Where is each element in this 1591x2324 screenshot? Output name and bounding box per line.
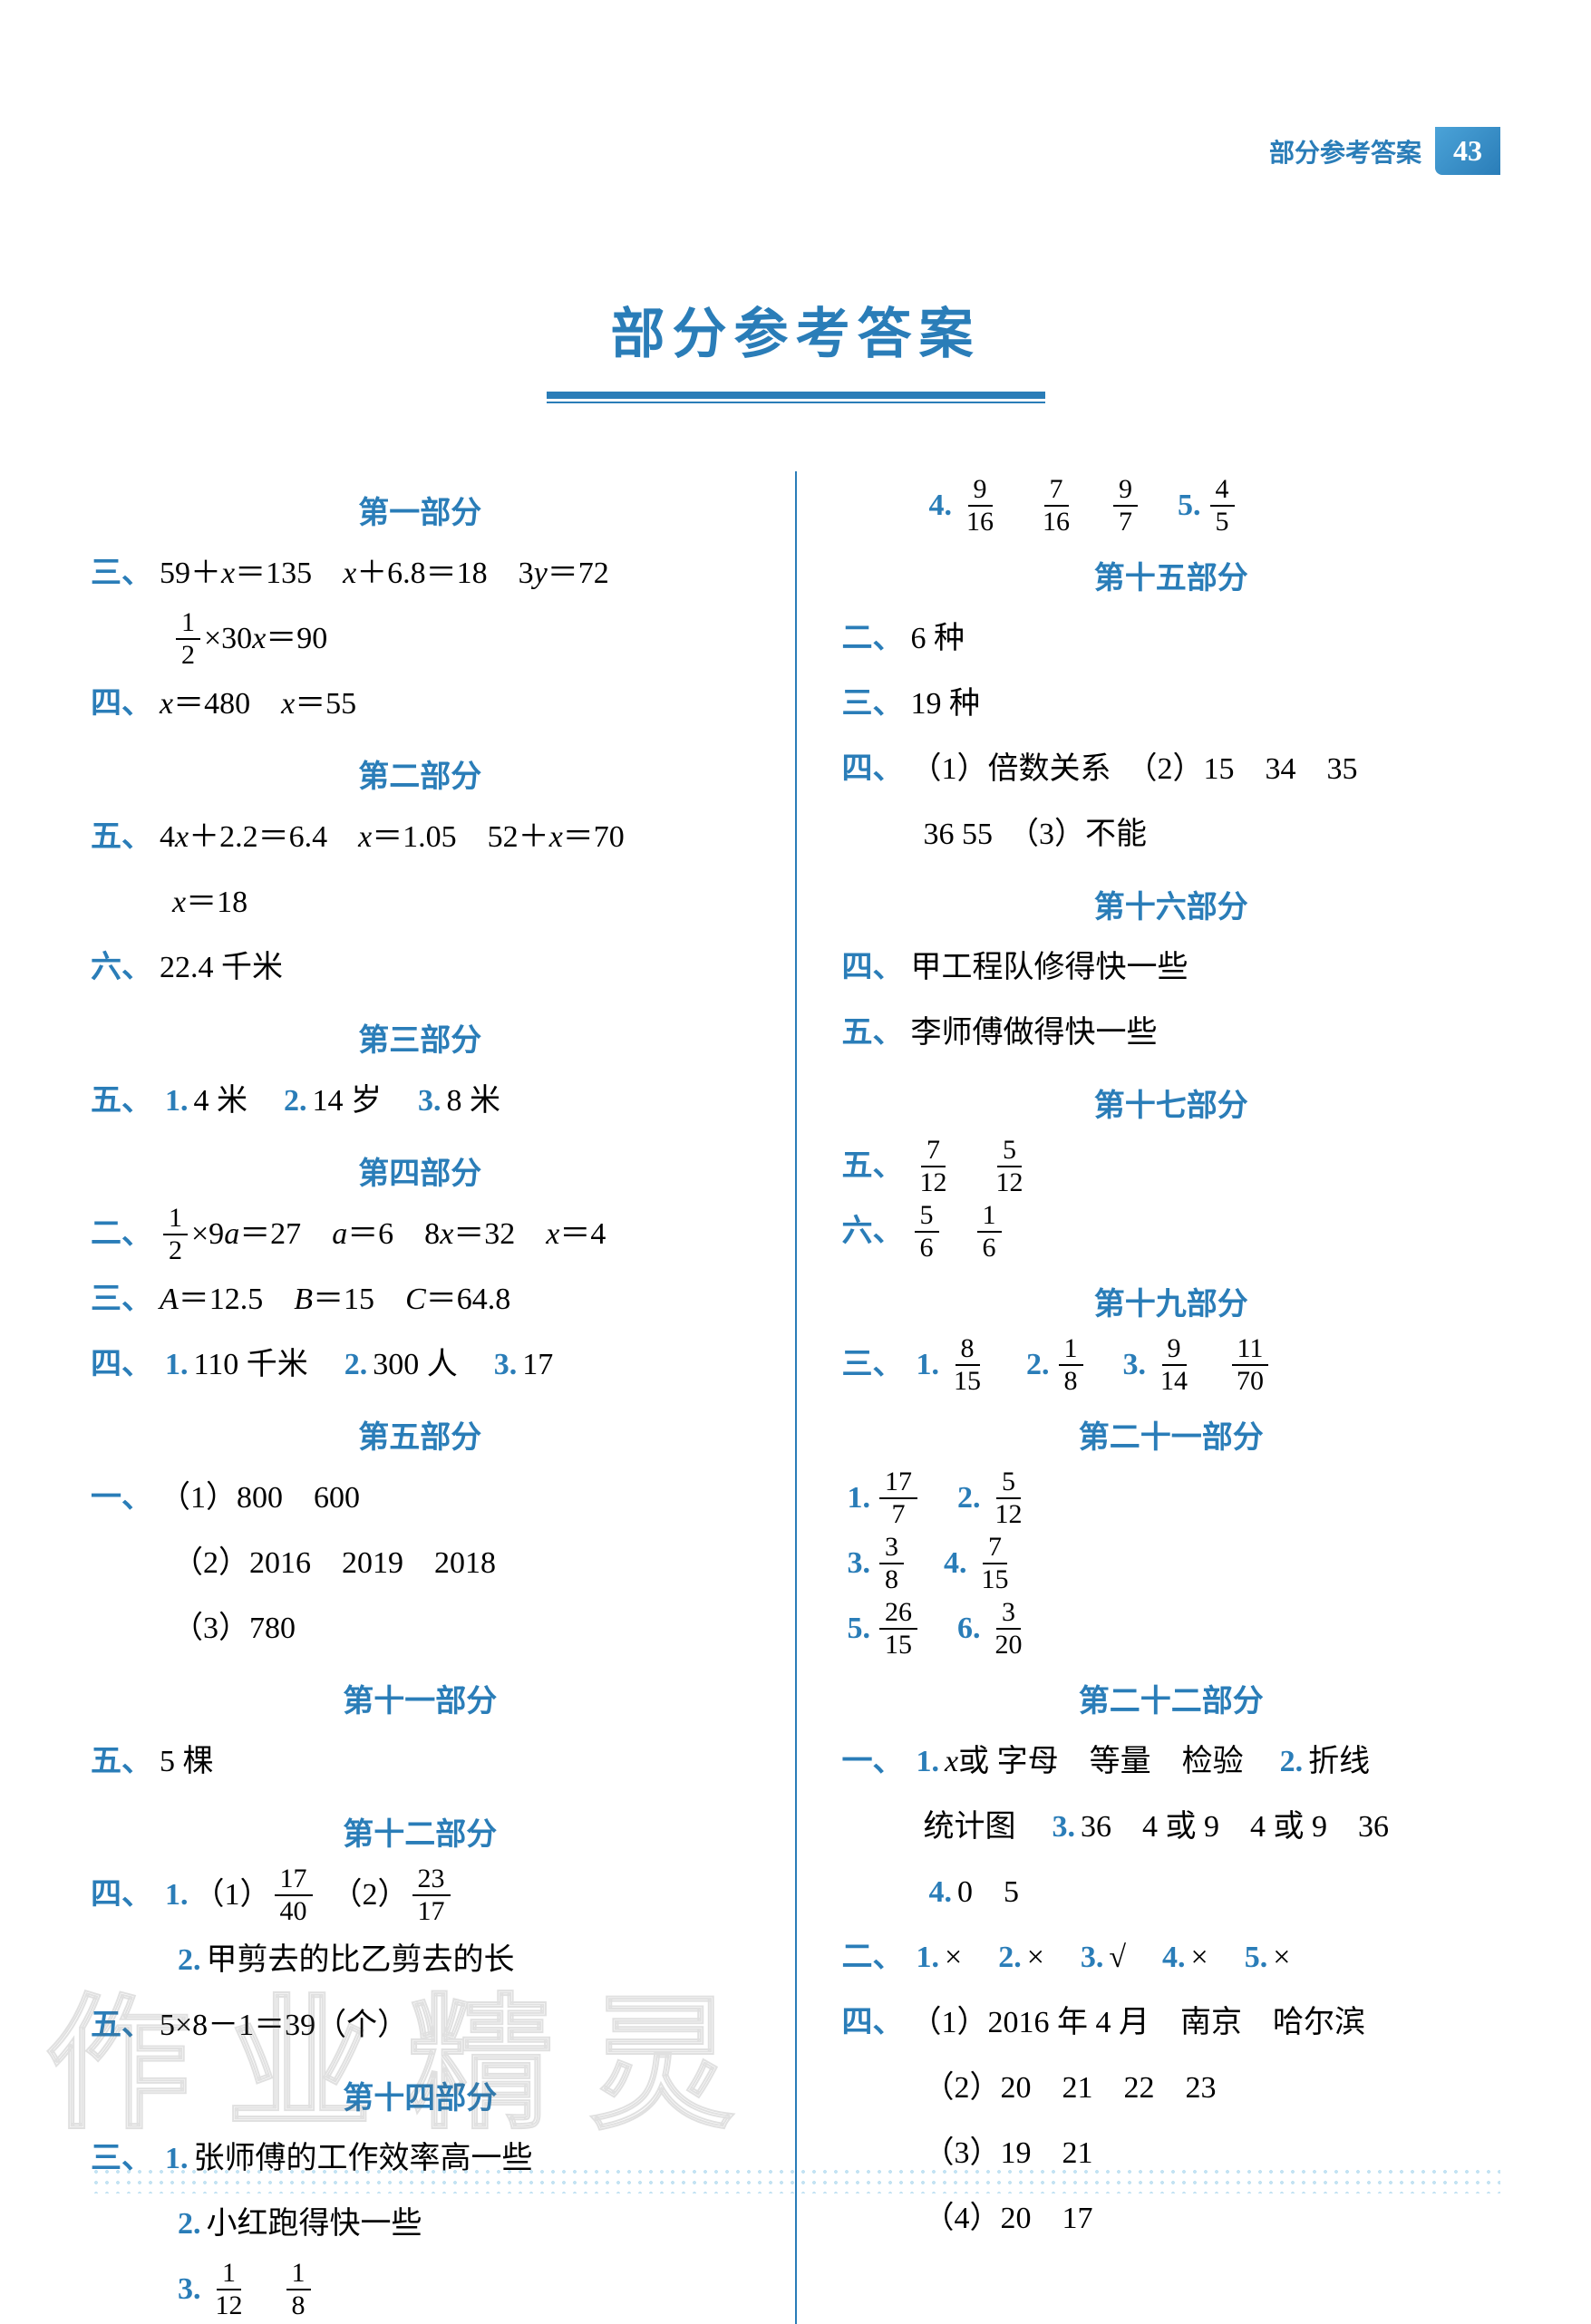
section-title: 第二十一部分 (842, 1412, 1501, 1457)
answer-line: （4）20 17 (842, 2188, 1501, 2250)
section-title: 第十七部分 (842, 1080, 1501, 1125)
question-number: 一、 (91, 1467, 152, 1529)
answer-line: 4.916 716 97 5.45 (842, 475, 1501, 537)
title-underline (547, 392, 1045, 399)
section-title: 第十六部分 (842, 882, 1501, 926)
answer-line: 2.小红跑得快一些 (91, 2193, 750, 2255)
question-number: 三、 (91, 543, 152, 605)
header-label: 部分参考答案 (1269, 133, 1421, 169)
section-title: 第二十二部分 (842, 1676, 1501, 1720)
question-number: 二、 (842, 1927, 904, 1989)
answer-line: （2）20 21 22 23 (842, 2058, 1501, 2119)
question-number: 三、 (842, 673, 904, 735)
question-number: 四、 (91, 1864, 152, 1926)
question-number: 四、 (842, 1992, 904, 2054)
answer-line: 12×30x＝90 (91, 608, 750, 670)
question-number: 五、 (91, 807, 152, 868)
answer-line: 一、1.x 或 字母 等量 检验 2.折线 (842, 1731, 1501, 1793)
answer-line: 5.2615 6.320 (842, 1598, 1501, 1660)
answer-line: 六、56 16 (842, 1201, 1501, 1263)
answer-line: 三、A＝12.5 B＝15 C＝64.8 (91, 1269, 750, 1331)
answer-line: 四、1.（1）1740 （2）2317 (91, 1864, 750, 1926)
section-title: 第十二部分 (91, 1809, 750, 1854)
answer-line: 四、（1）倍数关系 （2）15 34 35 (842, 739, 1501, 800)
answer-line: 三、19 种 (842, 673, 1501, 735)
answer-line: 三、1.815 2.18 3.914 1170 (842, 1334, 1501, 1396)
section-title: 第四部分 (91, 1148, 750, 1193)
answer-line: 五、李师傅做得快一些 (842, 1002, 1501, 1064)
answer-line: 二、6 种 (842, 608, 1501, 670)
answer-line: （3）780 (91, 1598, 750, 1660)
section-title: 第一部分 (91, 488, 750, 532)
question-number: 四、 (91, 673, 152, 735)
answer-line: 统计图 3.36 4 或 9 4 或 9 36 (842, 1796, 1501, 1858)
section-title: 第十九部分 (842, 1279, 1501, 1323)
answer-line: 四、（1）2016 年 4 月 南京 哈尔滨 (842, 1992, 1501, 2054)
section-title: 第十四部分 (91, 2073, 750, 2117)
question-number: 四、 (91, 1334, 152, 1396)
answer-line: 36 55 （3）不能 (842, 804, 1501, 866)
answer-line: 3.38 4.715 (842, 1533, 1501, 1594)
page-number: 43 (1435, 127, 1500, 175)
answer-line: 五、1.4 米 2.14 岁 3.8 米 (91, 1070, 750, 1132)
question-number: 五、 (842, 1136, 904, 1197)
answer-line: 五、5×8－1＝39（个） (91, 1995, 750, 2057)
answer-line: 1.177 2.512 (842, 1467, 1501, 1529)
answer-line: 五、5 棵 (91, 1731, 750, 1793)
section-title: 第五部分 (91, 1412, 750, 1457)
question-number: 六、 (91, 937, 152, 999)
answer-line: （2）2016 2019 2018 (91, 1533, 750, 1594)
question-number: 一、 (842, 1731, 904, 1793)
column-divider (795, 471, 797, 2324)
answer-line: 五、712 512 (842, 1136, 1501, 1197)
section-title: 第二部分 (91, 751, 750, 796)
section-title: 第十五部分 (842, 553, 1501, 597)
answer-line: 3.112 18 (91, 2259, 750, 2320)
question-number: 二、 (842, 608, 904, 670)
answer-line: 五、4x＋2.2＝6.4 x＝1.05 52＋x＝70 (91, 807, 750, 868)
answer-line: 一、（1）800 600 (91, 1467, 750, 1529)
answer-line: 二、12×9a＝27 a＝6 8x＝32 x＝4 (91, 1204, 750, 1265)
answer-line: 二、1.× 2.× 3.√ 4.× 5.× (842, 1927, 1501, 1989)
answer-line: 六、22.4 千米 (91, 937, 750, 999)
answer-line: 2.甲剪去的比乙剪去的长 (91, 1930, 750, 1991)
question-number: 五、 (842, 1002, 904, 1064)
footer-decoration (91, 2166, 1500, 2193)
question-number: 五、 (91, 1995, 152, 2057)
page-header: 部分参考答案 43 (1269, 127, 1500, 175)
question-number: 四、 (842, 937, 904, 999)
answer-line: 4.0 5 (842, 1862, 1501, 1923)
answer-line: 四、1.110 千米 2.300 人 3.17 (91, 1334, 750, 1396)
question-number: 三、 (91, 1269, 152, 1331)
answer-line: 三、59＋x＝135 x＋6.8＝18 3y＝72 (91, 543, 750, 605)
main-title: 部分参考答案 (91, 290, 1500, 369)
left-column: 第一部分三、59＋x＝135 x＋6.8＝18 3y＝7212×30x＝90四、… (91, 471, 750, 2324)
question-number: 二、 (91, 1204, 152, 1265)
answer-line: 四、x＝480 x＝55 (91, 673, 750, 735)
question-number: 六、 (842, 1201, 904, 1263)
question-number: 五、 (91, 1070, 152, 1132)
section-title: 第三部分 (91, 1015, 750, 1060)
answer-line: 四、甲工程队修得快一些 (842, 937, 1501, 999)
answer-line: x＝18 (91, 872, 750, 934)
section-title: 第十一部分 (91, 1676, 750, 1720)
right-column: 4.916 716 97 5.45 第十五部分二、6 种三、19 种四、（1）倍数… (842, 471, 1501, 2324)
content-columns: 第一部分三、59＋x＝135 x＋6.8＝18 3y＝7212×30x＝90四、… (91, 471, 1500, 2324)
question-number: 三、 (842, 1334, 904, 1396)
question-number: 五、 (91, 1731, 152, 1793)
question-number: 四、 (842, 739, 904, 800)
